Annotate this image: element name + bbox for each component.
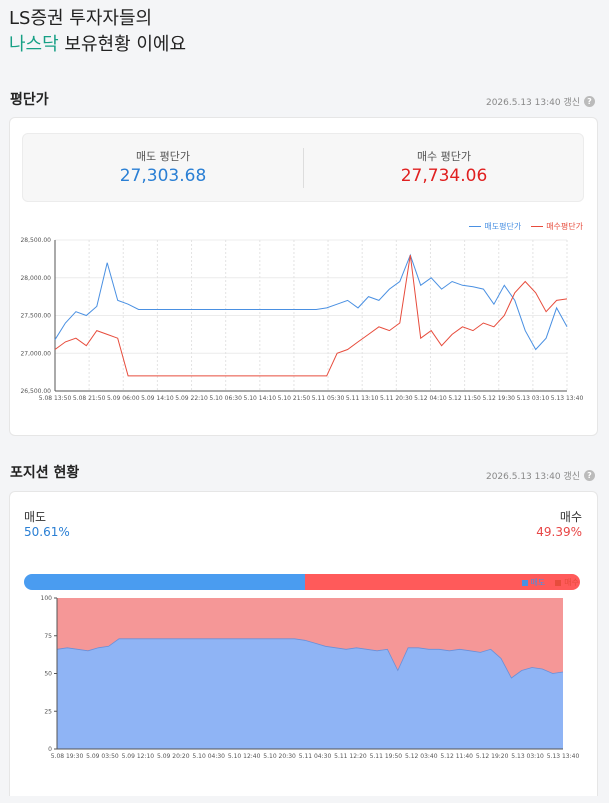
legend-buy[interactable]: 매수평단가 [531, 221, 583, 232]
avg-chart-legend: 매도평단가 매수평단가 [469, 221, 583, 232]
x-tick-label: 5.10 14:10 [244, 395, 277, 402]
x-tick-label: 5.11 12:20 [334, 753, 367, 760]
avg-price-card: 매도 평단가 27,303.68 매수 평단가 27,734.06 매도평단가 … [9, 117, 598, 436]
sell-position-pct: 50.61% [24, 525, 70, 539]
x-tick-label: 5.10 20:30 [263, 753, 296, 760]
legend-sell-line [469, 225, 482, 228]
avg-updated: 2026.5.13 13:40 갱신 ? [486, 95, 595, 108]
buy-avg-label: 매수 평단가 [416, 150, 472, 163]
x-tick-label: 5.12 11:40 [440, 753, 473, 760]
pos-chart-legend: 매도 매수 [521, 577, 579, 588]
buy-avg-line [54, 255, 568, 377]
x-tick-label: 5.09 03:50 [86, 753, 119, 760]
page-header: LS증권 투자자들의 나스닥 보유현황 이에요 [9, 6, 186, 58]
x-tick-label: 5.09 20:20 [157, 753, 190, 760]
y-tick-label: 27,000.00 [20, 350, 51, 357]
y-tick-label: 50 [44, 671, 52, 678]
x-tick-label: 5.09 06:00 [107, 395, 140, 402]
x-tick-label: 5.12 19:20 [476, 753, 509, 760]
y-tick-label: 25 [44, 708, 52, 715]
divider [303, 148, 304, 188]
x-tick-label: 5.13 03:10 [511, 753, 544, 760]
x-tick-label: 5.08 13:50 [39, 395, 72, 402]
position-card: 매도 50.61% 매수 49.39% 매도 매수 100 75 50 25 0 5.08… [9, 491, 598, 796]
legend-sell-swatch [521, 579, 528, 586]
legend-buy-label: 매수평단가 [546, 222, 583, 231]
position-ratio-bar [24, 574, 580, 590]
position-bar-buy [305, 574, 580, 590]
legend-buy-line [531, 225, 544, 228]
buy-avg: 매수 평단가 27,734.06 [304, 134, 584, 201]
sell-avg-line [54, 253, 568, 351]
x-tick-label: 5.09 12:10 [122, 753, 155, 760]
x-tick-label: 5.09 14:10 [141, 395, 174, 402]
avg-updated-text: 2026.5.13 13:40 갱신 [485, 98, 580, 108]
legend-sell-label: 매도 [530, 578, 546, 587]
y-tick-label: 75 [44, 633, 52, 640]
buy-position-label: 매수 [559, 510, 582, 524]
avg-section-title: 평단가 [10, 92, 49, 108]
buy-area [57, 598, 563, 678]
x-tick-label: 5.10 21:50 [278, 395, 311, 402]
pos-updated: 2026.5.13 13:40 갱신 ? [486, 469, 595, 482]
x-tick-label: 5.12 11:50 [448, 395, 481, 402]
x-tick-label: 5.13 03:10 [517, 395, 550, 402]
pos-updated-text: 2026.5.13 13:40 갱신 [485, 472, 580, 482]
legend-sell-label: 매도평단가 [484, 222, 522, 231]
sell-avg-value: 27,303.68 [119, 166, 207, 186]
x-tick-label: 5.08 21:50 [73, 395, 106, 402]
x-tick-label: 5.08 19:30 [51, 753, 84, 760]
y-tick-label: 26,500.00 [20, 388, 51, 395]
y-tick-label: 28,500.00 [20, 237, 51, 244]
sell-position-label: 매도 [24, 510, 47, 524]
x-tick-label: 5.13 13:40 [547, 753, 580, 760]
avg-price-summary: 매도 평단가 27,303.68 매수 평단가 27,734.06 [22, 133, 584, 202]
x-tick-label: 5.11 04:30 [299, 753, 332, 760]
sell-area [57, 638, 563, 749]
legend-sell[interactable]: 매도 [521, 577, 546, 588]
x-tick-label: 5.11 13:10 [346, 395, 379, 402]
position-bar-sell [24, 574, 306, 590]
pos-section-title: 포지션 현황 [10, 465, 80, 481]
x-tick-label: 5.12 03:40 [405, 753, 438, 760]
x-tick-label: 5.09 22:10 [175, 395, 208, 402]
sell-avg-label: 매도 평단가 [135, 150, 191, 163]
x-tick-label: 5.12 19:30 [482, 395, 515, 402]
legend-buy[interactable]: 매수 [555, 577, 579, 588]
buy-position-pct: 49.39% [536, 525, 582, 539]
buy-avg-value: 27,734.06 [400, 166, 488, 186]
y-tick-label: 100 [41, 595, 53, 602]
legend-sell[interactable]: 매도평단가 [469, 221, 521, 232]
x-tick-label: 5.13 13:40 [551, 395, 584, 402]
help-icon[interactable]: ? [584, 470, 595, 481]
help-icon[interactable]: ? [584, 96, 595, 107]
x-tick-label: 5.10 04:30 [192, 753, 225, 760]
x-tick-label: 5.10 12:40 [228, 753, 261, 760]
x-tick-label: 5.12 04:10 [414, 395, 447, 402]
y-tick-label: 0 [48, 746, 52, 753]
y-tick-label: 28,000.00 [20, 275, 51, 282]
legend-buy-swatch [555, 579, 562, 586]
legend-buy-label: 매수 [564, 578, 579, 587]
header-line2: 나스닥 보유현황 이에요 [9, 32, 186, 58]
header-line1: LS증권 투자자들의 [9, 8, 153, 29]
x-tick-label: 5.11 05:30 [312, 395, 345, 402]
sell-boundary-line [56, 638, 564, 679]
header-asset-name: 나스닥 [9, 34, 59, 55]
y-tick-label: 27,500.00 [20, 313, 51, 320]
sell-avg: 매도 평단가 27,303.68 [23, 134, 303, 201]
position-chart: 100 75 50 25 05.08 19:30 5.09 03:50 5.09 12:10… [41, 595, 580, 760]
header-line2-rest: 보유현황 이에요 [58, 34, 187, 55]
x-tick-label: 5.10 06:30 [209, 395, 242, 402]
x-tick-label: 5.11 19:50 [370, 753, 403, 760]
avg-price-chart: 28,500.00 28,000.00 27,500.00 27,000.00 26,5… [20, 237, 584, 402]
x-tick-label: 5.11 20:30 [380, 395, 413, 402]
